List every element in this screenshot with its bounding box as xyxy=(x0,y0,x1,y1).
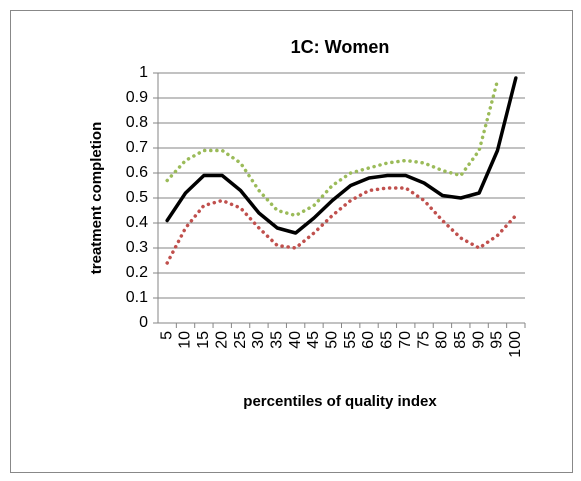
y-tick-label: 0 xyxy=(139,314,148,331)
y-tick-label: 0.2 xyxy=(126,264,148,281)
y-tick-label: 0.4 xyxy=(126,214,148,231)
series-line xyxy=(165,186,518,265)
x-tick-label: 55 xyxy=(342,331,359,349)
x-tick-label: 40 xyxy=(287,331,304,349)
x-tick-label: 75 xyxy=(415,331,432,349)
y-axis-title: treatment completion xyxy=(88,122,105,275)
y-tick-label: 0.6 xyxy=(126,164,148,181)
x-tick-label: 35 xyxy=(268,331,285,349)
y-tick-label: 0.7 xyxy=(126,139,148,156)
y-tick-label: 0.1 xyxy=(126,289,148,306)
y-tick-label: 0.9 xyxy=(126,89,148,106)
x-tick-label: 100 xyxy=(507,331,524,358)
y-tick-label: 1 xyxy=(139,64,148,81)
x-tick-label: 30 xyxy=(250,331,267,349)
series-line xyxy=(165,76,518,235)
x-tick-label: 90 xyxy=(470,331,487,349)
x-tick-label: 25 xyxy=(232,331,249,349)
x-tick-label: 85 xyxy=(452,331,469,349)
series-line xyxy=(165,78,500,218)
x-axis-title: percentiles of quality index xyxy=(243,393,437,410)
x-tick-label: 20 xyxy=(213,331,230,349)
y-tick-label: 0.8 xyxy=(126,114,148,131)
x-tick-label: 15 xyxy=(195,331,212,349)
x-tick-label: 10 xyxy=(177,331,194,349)
x-tick-label: 45 xyxy=(305,331,322,349)
x-tick-label: 65 xyxy=(379,331,396,349)
x-tick-label: 70 xyxy=(397,331,414,349)
x-tick-label: 5 xyxy=(158,331,175,340)
chart-border xyxy=(10,10,573,473)
x-tick-label: 80 xyxy=(434,331,451,349)
x-tick-label: 95 xyxy=(489,331,506,349)
x-tick-label: 60 xyxy=(360,331,377,349)
chart-title: 1C: Women xyxy=(291,37,390,57)
y-tick-label: 0.5 xyxy=(126,189,148,206)
y-tick-label: 0.3 xyxy=(126,239,148,256)
x-tick-label: 50 xyxy=(324,331,341,349)
